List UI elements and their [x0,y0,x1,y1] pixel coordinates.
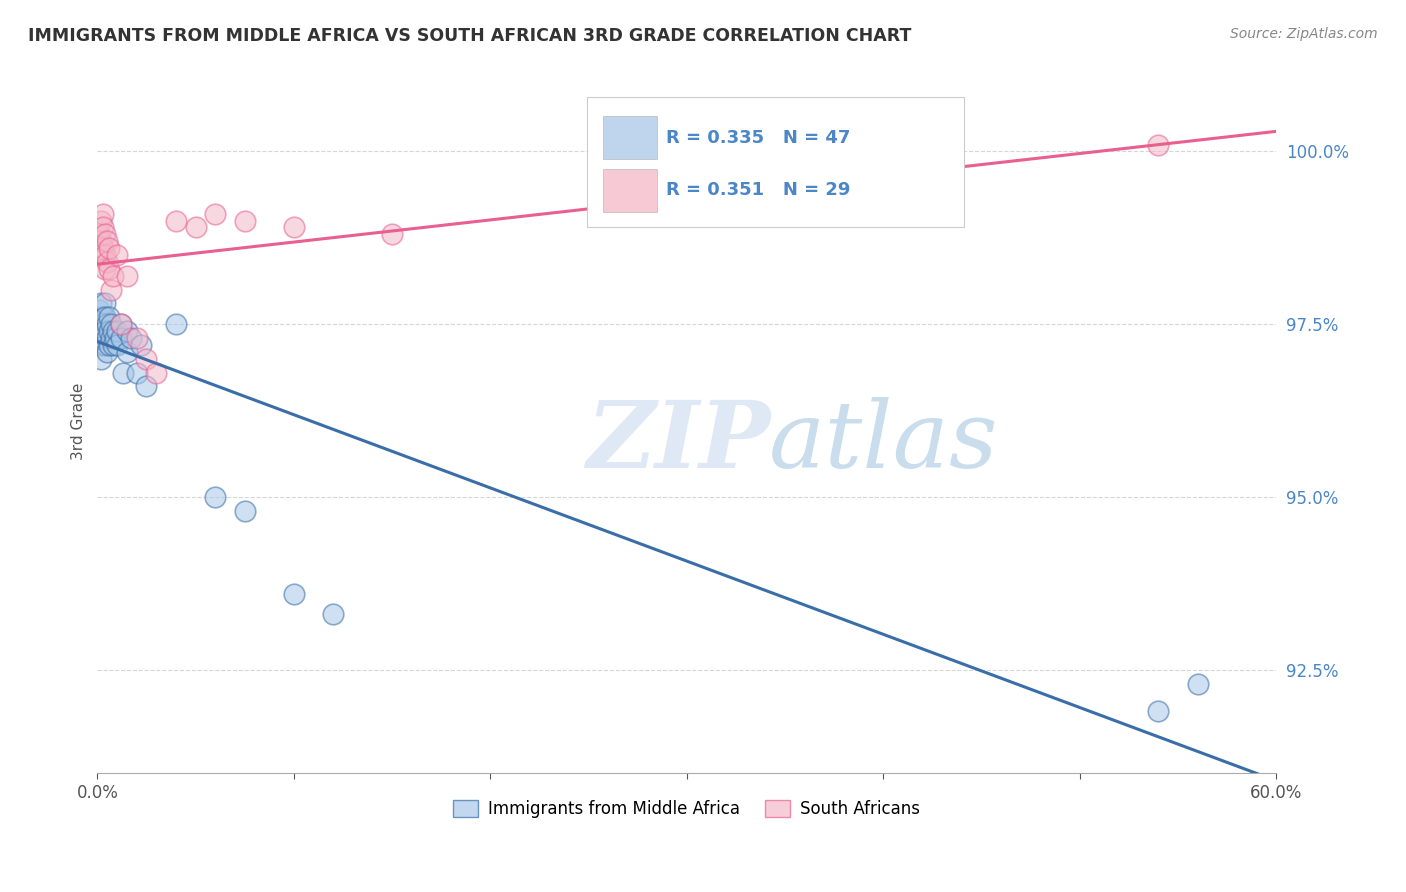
Point [135,351,157,366]
Point [204,207,226,221]
Point [110,317,132,331]
Point [91,324,114,338]
Point [89,310,111,325]
Point [283,220,305,235]
Point [90,331,112,345]
Point [125,331,148,345]
Point [204,490,226,504]
Point [120,331,142,345]
Point [94,248,117,262]
Point [98,241,121,255]
Point [98,310,121,325]
Point [1147,704,1170,718]
Point [129,338,152,352]
Point [90,317,112,331]
Point [94,310,117,325]
Point [98,324,121,338]
Point [135,379,157,393]
Point [89,331,111,345]
Point [100,283,122,297]
Point [89,248,111,262]
Point [89,303,111,318]
FancyBboxPatch shape [603,116,657,159]
Point [105,338,128,352]
Point [165,213,187,227]
Point [115,344,138,359]
Point [94,296,117,310]
Point [381,227,404,242]
Point [96,331,118,345]
Text: R = 0.335   N = 47: R = 0.335 N = 47 [665,128,849,146]
Point [94,324,117,338]
Point [101,338,124,352]
Point [283,587,305,601]
Point [233,504,256,518]
Text: IMMIGRANTS FROM MIDDLE AFRICA VS SOUTH AFRICAN 3RD GRADE CORRELATION CHART: IMMIGRANTS FROM MIDDLE AFRICA VS SOUTH A… [28,27,911,45]
Point [94,261,117,276]
Legend: Immigrants from Middle Africa, South Africans: Immigrants from Middle Africa, South Afr… [447,794,927,825]
Point [90,213,112,227]
Point [90,235,112,249]
Point [91,220,114,235]
Point [90,338,112,352]
FancyBboxPatch shape [603,169,657,211]
Point [89,227,111,242]
Point [89,324,111,338]
Point [105,324,128,338]
Text: ZIP: ZIP [586,397,770,487]
Point [91,241,114,255]
Point [96,317,118,331]
Point [94,338,117,352]
Point [101,324,124,338]
Point [110,331,132,345]
Point [91,207,114,221]
Point [104,331,127,345]
Point [90,296,112,310]
Point [125,366,148,380]
Point [322,607,344,622]
Point [115,268,138,283]
Point [98,338,121,352]
Point [111,366,134,380]
Point [98,261,121,276]
Point [96,344,118,359]
Point [101,268,124,283]
Point [1147,137,1170,152]
Point [91,310,114,325]
Point [94,227,117,242]
Point [89,317,111,331]
Point [90,351,112,366]
Point [165,317,187,331]
Point [233,213,256,227]
Point [105,248,128,262]
Point [184,220,207,235]
Point [96,255,118,269]
Text: R = 0.351   N = 29: R = 0.351 N = 29 [665,181,849,200]
Point [1187,676,1209,690]
Point [91,331,114,345]
FancyBboxPatch shape [586,96,963,227]
Point [145,366,167,380]
Point [110,317,132,331]
Text: atlas: atlas [769,397,998,487]
Text: Source: ZipAtlas.com: Source: ZipAtlas.com [1230,27,1378,41]
Point [115,324,138,338]
Y-axis label: 3rd Grade: 3rd Grade [72,383,86,459]
Point [100,331,122,345]
Point [100,317,122,331]
Point [91,317,114,331]
Point [96,235,118,249]
